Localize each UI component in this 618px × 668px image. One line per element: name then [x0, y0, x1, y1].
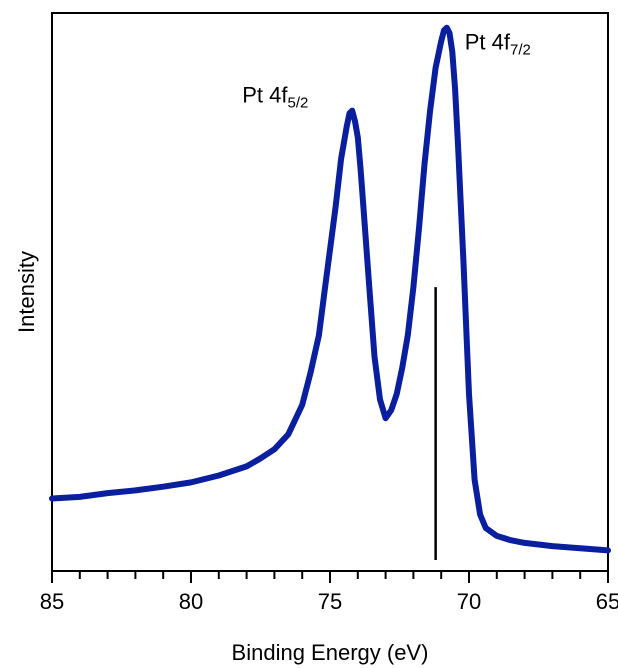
y-axis-label: Intensity — [14, 251, 39, 333]
plot-frame — [51, 12, 609, 572]
x-tick-label: 70 — [457, 589, 481, 614]
x-axis-ticks — [51, 571, 609, 583]
annotation-pt-4f-5-2-sub: 5/2 — [287, 94, 308, 111]
annotation-pt-4f-7-2-main: Pt 4f — [465, 30, 511, 55]
annotation-pt-4f-7-2-sub: 7/2 — [510, 41, 531, 58]
x-tick-label: 85 — [40, 589, 64, 614]
x-tick-label: 75 — [318, 589, 342, 614]
annotation-pt-4f-7-2: Pt 4f7/2 — [465, 30, 531, 59]
x-axis-tick-labels: 85 80 75 70 65 — [40, 589, 618, 614]
annotation-pt-4f-5-2-main: Pt 4f — [242, 83, 288, 108]
annotation-pt-4f-5-2: Pt 4f5/2 — [242, 83, 308, 112]
x-tick-label: 80 — [179, 589, 203, 614]
series-line — [49, 24, 611, 554]
x-axis-label: Binding Energy (eV) — [232, 640, 429, 665]
x-tick-label: 65 — [596, 589, 618, 614]
